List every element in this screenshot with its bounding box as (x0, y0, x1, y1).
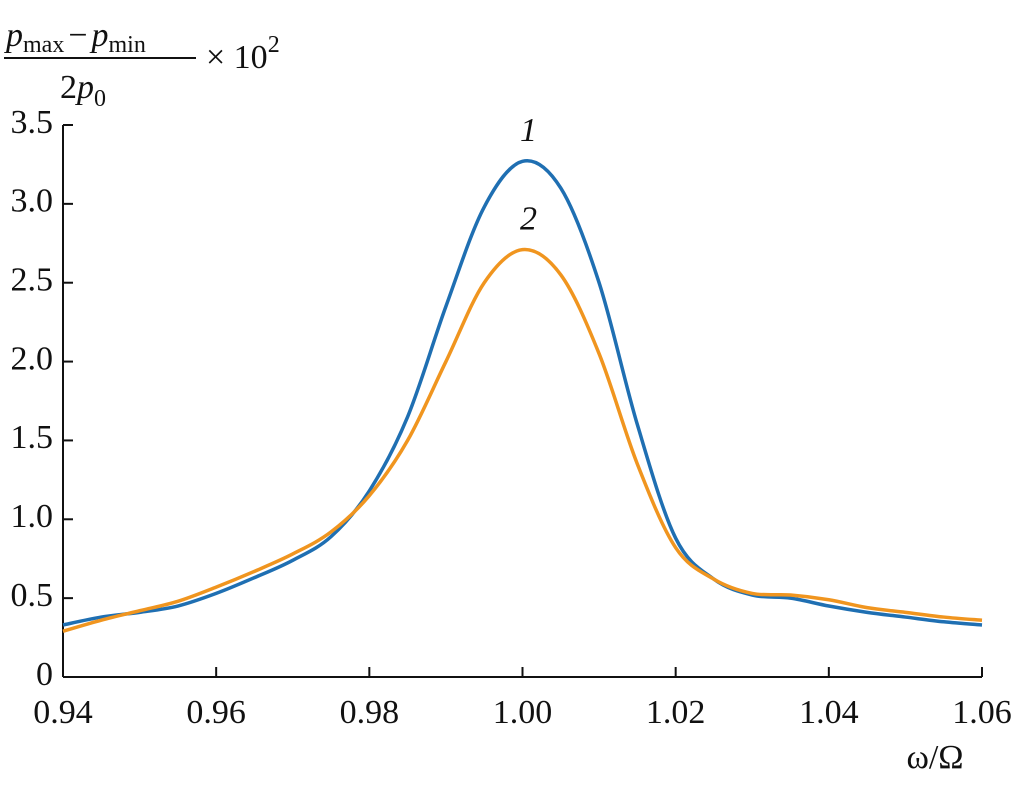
ylabel-part: 2p0 (60, 69, 106, 112)
y-tick-label: 0 (36, 656, 53, 693)
series-label: 2 (520, 200, 537, 237)
y-axis-title: pmax − pmin 2p0 × 102 (4, 17, 280, 112)
y-tick-label: 2.0 (11, 340, 54, 377)
line-series (62, 158, 983, 627)
y-tick-label: 3.5 (11, 104, 54, 141)
ylabel-part: − (68, 17, 87, 54)
series-label: 1 (520, 112, 537, 149)
y-tick-label: 3.0 (11, 183, 54, 220)
ylabel-part: p (75, 69, 94, 106)
ylabel-part: pmax − pmin (4, 17, 146, 58)
y-tick-label: 1.5 (11, 419, 54, 456)
ylabel-part: max (23, 32, 64, 58)
x-tick-label: 0.96 (186, 694, 246, 731)
ylabel-part: × 10 (206, 39, 268, 76)
ylabel-part: 2 (60, 69, 77, 106)
x-tick-label: 1.04 (799, 694, 859, 731)
ylabel-part: 2 (268, 32, 280, 58)
ylabel-part: 0 (94, 86, 106, 112)
x-tick-label: 1.00 (493, 694, 553, 731)
y-tick-label: 1.0 (11, 498, 54, 535)
ylabel-part: p (90, 17, 109, 54)
x-tick-label: 1.06 (952, 694, 1012, 731)
y-tick-label: 2.5 (11, 262, 54, 299)
ylabel-part: min (109, 32, 146, 58)
ylabel-part: p (4, 17, 23, 54)
y-tick-label: 0.5 (11, 577, 54, 614)
x-axis-title: ω/Ω (906, 739, 963, 776)
ylabel-part: × 102 (206, 32, 280, 76)
x-tick-label: 0.94 (33, 694, 93, 731)
x-tick-label: 0.98 (340, 694, 400, 731)
line-series (62, 247, 983, 633)
x-tick-label: 1.02 (646, 694, 706, 731)
